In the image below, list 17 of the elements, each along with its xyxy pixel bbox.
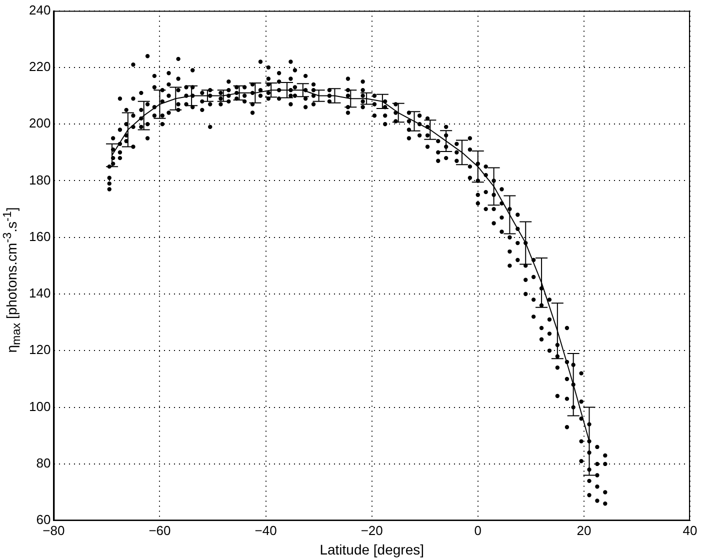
x-tick-label: 0 xyxy=(474,522,482,538)
y-tick-label: 180 xyxy=(28,172,51,188)
x-tick-label: −60 xyxy=(148,522,171,538)
y-tick-label: 200 xyxy=(28,116,51,131)
y-tick-label: 80 xyxy=(36,456,51,471)
y-tick-label: 220 xyxy=(28,59,51,74)
x-tick-label: −20 xyxy=(360,522,383,538)
y-tick-label: 160 xyxy=(28,228,51,244)
x-axis-title: Latitude [degres] xyxy=(320,541,424,558)
y-tick-label: 100 xyxy=(28,398,51,414)
y-tick-label: 140 xyxy=(28,286,51,301)
x-tick-label: 20 xyxy=(576,522,592,538)
y-tick-label: 120 xyxy=(28,342,51,358)
x-tick-label: −40 xyxy=(254,522,277,538)
y-tick-label: 240 xyxy=(28,2,51,18)
y-tick-label: 60 xyxy=(36,512,51,528)
x-tick-label: 40 xyxy=(682,522,698,538)
